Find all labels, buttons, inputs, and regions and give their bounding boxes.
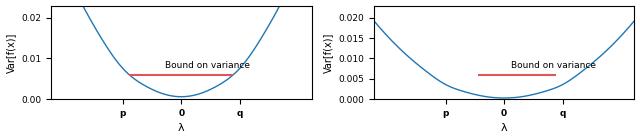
X-axis label: λ: λ <box>178 123 184 133</box>
Text: Bound on variance: Bound on variance <box>511 61 596 70</box>
Y-axis label: Var[f(x)]: Var[f(x)] <box>6 32 15 73</box>
Text: Bound on variance: Bound on variance <box>165 61 250 70</box>
Y-axis label: Var[f(x)]: Var[f(x)] <box>323 32 333 73</box>
X-axis label: λ: λ <box>501 123 508 133</box>
